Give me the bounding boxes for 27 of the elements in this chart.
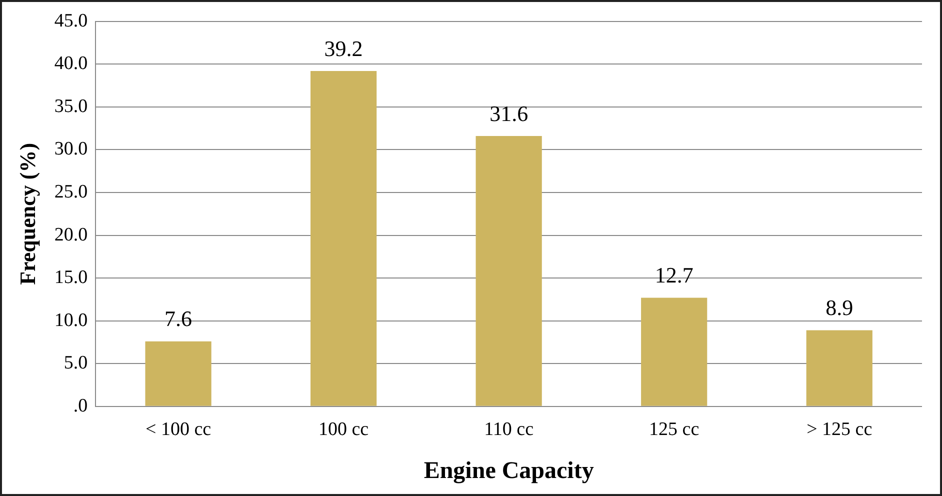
data-label: 31.6 bbox=[490, 100, 528, 126]
y-tick-label: 5.0 bbox=[64, 352, 88, 374]
y-tick-label: 25.0 bbox=[54, 181, 88, 202]
y-tick-label: 30.0 bbox=[54, 138, 88, 160]
data-label: 12.7 bbox=[654, 262, 694, 288]
x-tick-label: 100 cc bbox=[318, 418, 369, 440]
bar bbox=[641, 298, 708, 406]
x-axis-title: Engine Capacity bbox=[424, 458, 594, 484]
bar bbox=[476, 136, 542, 406]
data-label: 39.2 bbox=[324, 36, 363, 61]
y-axis-title: Frequency (%) bbox=[14, 142, 40, 285]
y-tick-label: 40.0 bbox=[54, 53, 88, 74]
y-tick-label: 10.0 bbox=[54, 310, 88, 331]
x-tick-label: 110 cc bbox=[484, 418, 534, 440]
y-tick-label: 35.0 bbox=[54, 96, 88, 117]
data-label: 7.6 bbox=[164, 306, 192, 332]
x-tick-label: < 100 cc bbox=[145, 418, 212, 440]
x-tick-label: > 125 cc bbox=[806, 418, 872, 440]
y-tick-label: 45.0 bbox=[54, 10, 88, 32]
x-tick-label: 125 cc bbox=[649, 418, 700, 440]
bar bbox=[145, 341, 212, 406]
bar bbox=[310, 71, 377, 406]
y-tick-label: 20.0 bbox=[54, 224, 88, 246]
y-tick-label: 15.0 bbox=[54, 267, 88, 288]
data-label: 8.9 bbox=[826, 295, 854, 320]
y-tick-label: .0 bbox=[73, 395, 88, 416]
bar bbox=[806, 330, 872, 406]
